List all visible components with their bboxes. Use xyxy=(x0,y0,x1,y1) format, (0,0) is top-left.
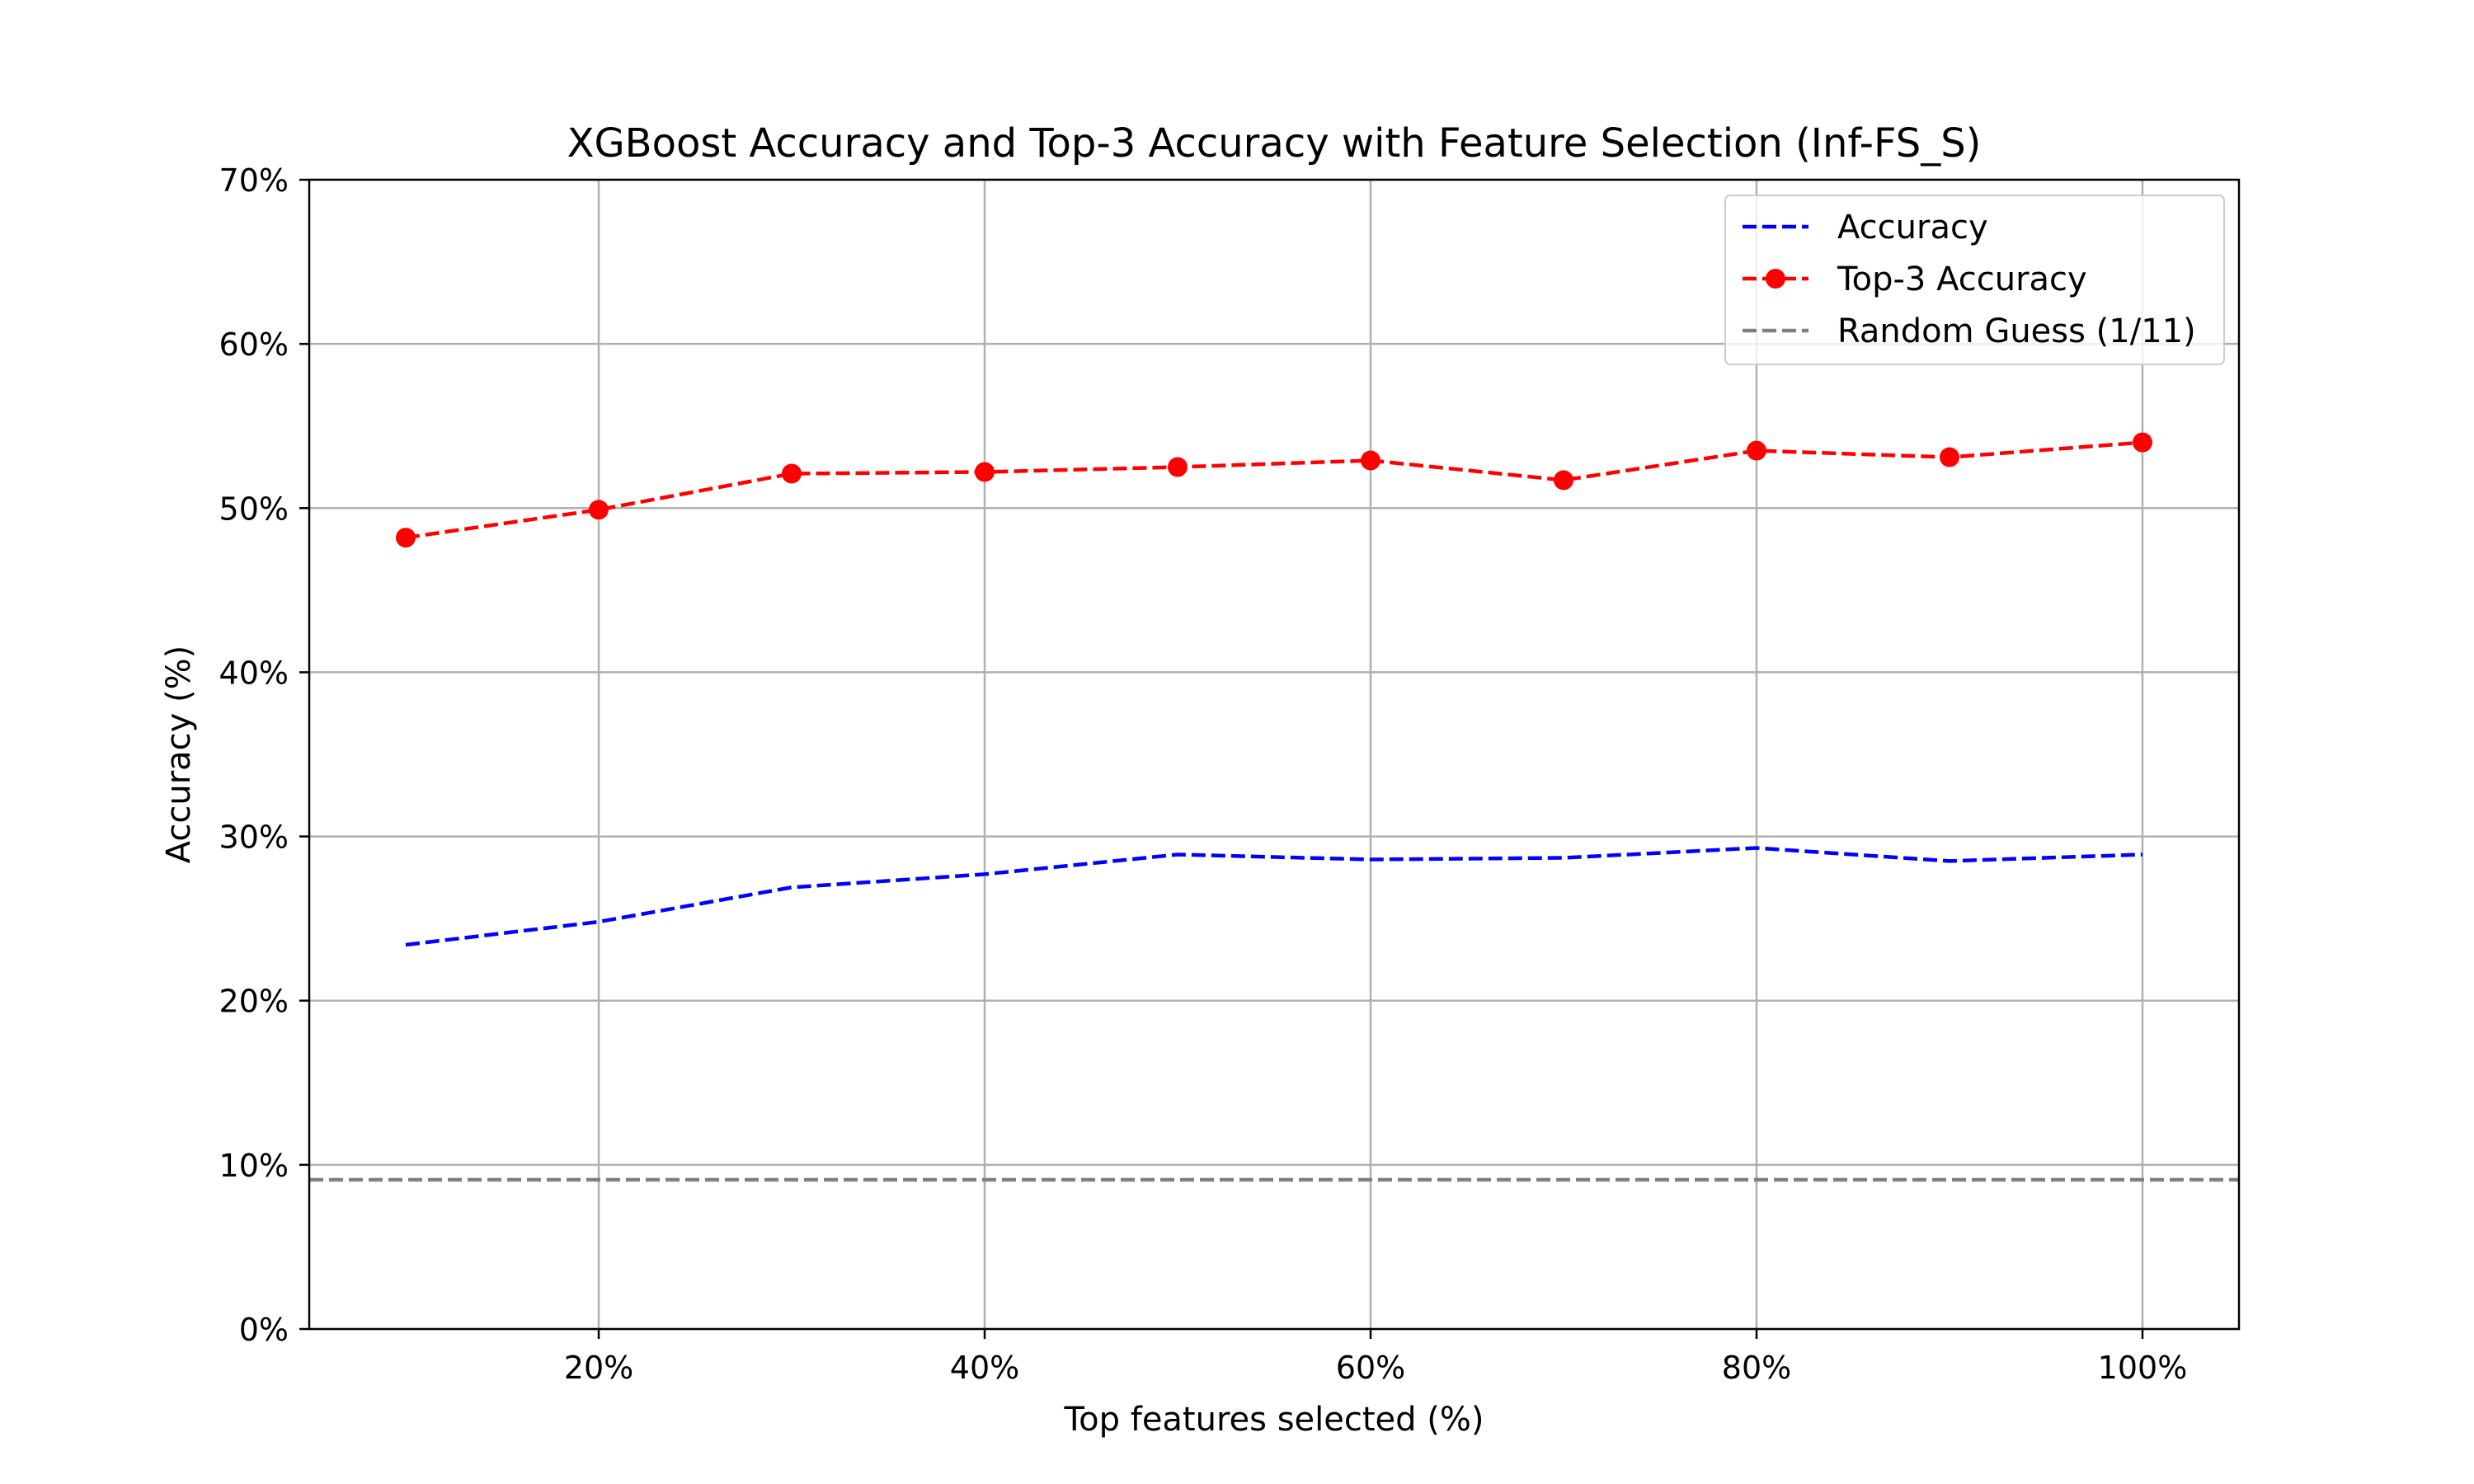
y-tick-label: 50% xyxy=(219,491,289,527)
legend-label-accuracy: Accuracy xyxy=(1837,209,1988,247)
y-axis-label: Accuracy (%) xyxy=(160,646,198,864)
plot-area xyxy=(309,432,2239,1182)
data-point-top-3-accuracy xyxy=(1554,470,1573,491)
y-tick-label: 70% xyxy=(219,162,289,199)
data-point-top-3-accuracy xyxy=(1168,457,1188,477)
x-tick-label: 80% xyxy=(1722,1350,1791,1386)
data-point-top-3-accuracy xyxy=(975,462,995,482)
data-point-top-3-accuracy xyxy=(2133,432,2152,453)
y-tick-label: 20% xyxy=(219,984,289,1020)
series-line-accuracy xyxy=(405,846,2143,947)
data-point-top-3-accuracy xyxy=(1361,450,1380,471)
legend: Accuracy Top-3 Accuracy Random Guess (1/… xyxy=(1724,195,2225,365)
data-point-top-3-accuracy xyxy=(396,528,416,548)
x-tick-label: 100% xyxy=(2098,1350,2188,1386)
grid xyxy=(309,178,2239,1331)
y-tick-label: 60% xyxy=(219,326,289,363)
axis-ticks: 20% 40% 60% 80% 100% 0% 10% 20% 30% 40% 50% 60% 70% xyxy=(219,162,2188,1386)
x-axis-label: Top features selected (%) xyxy=(1064,1401,1484,1439)
data-point-top-3-accuracy xyxy=(1747,440,1766,461)
data-point-top-3-accuracy xyxy=(1940,447,1959,467)
x-tick-label: 40% xyxy=(950,1350,1019,1386)
legend-label-random-guess: Random Guess (1/11) xyxy=(1837,312,2196,350)
chart-title: XGBoost Accuracy and Top-3 Accuracy with… xyxy=(567,120,1982,167)
legend-box xyxy=(1724,195,2225,365)
data-point-top-3-accuracy xyxy=(589,500,609,520)
legend-label-top3-accuracy: Top-3 Accuracy xyxy=(1837,261,2087,298)
y-tick-label: 30% xyxy=(219,819,289,856)
data-point-top-3-accuracy xyxy=(782,463,802,484)
axes-frame xyxy=(308,178,2241,1331)
legend-marker-top3-accuracy xyxy=(1766,269,1785,289)
x-tick-label: 60% xyxy=(1336,1350,1405,1386)
x-tick-label: 20% xyxy=(564,1350,633,1386)
y-tick-label: 0% xyxy=(239,1312,289,1348)
series-line-top-3-accuracy xyxy=(405,440,2143,540)
y-tick-label: 10% xyxy=(219,1148,289,1184)
y-tick-label: 40% xyxy=(219,655,289,691)
